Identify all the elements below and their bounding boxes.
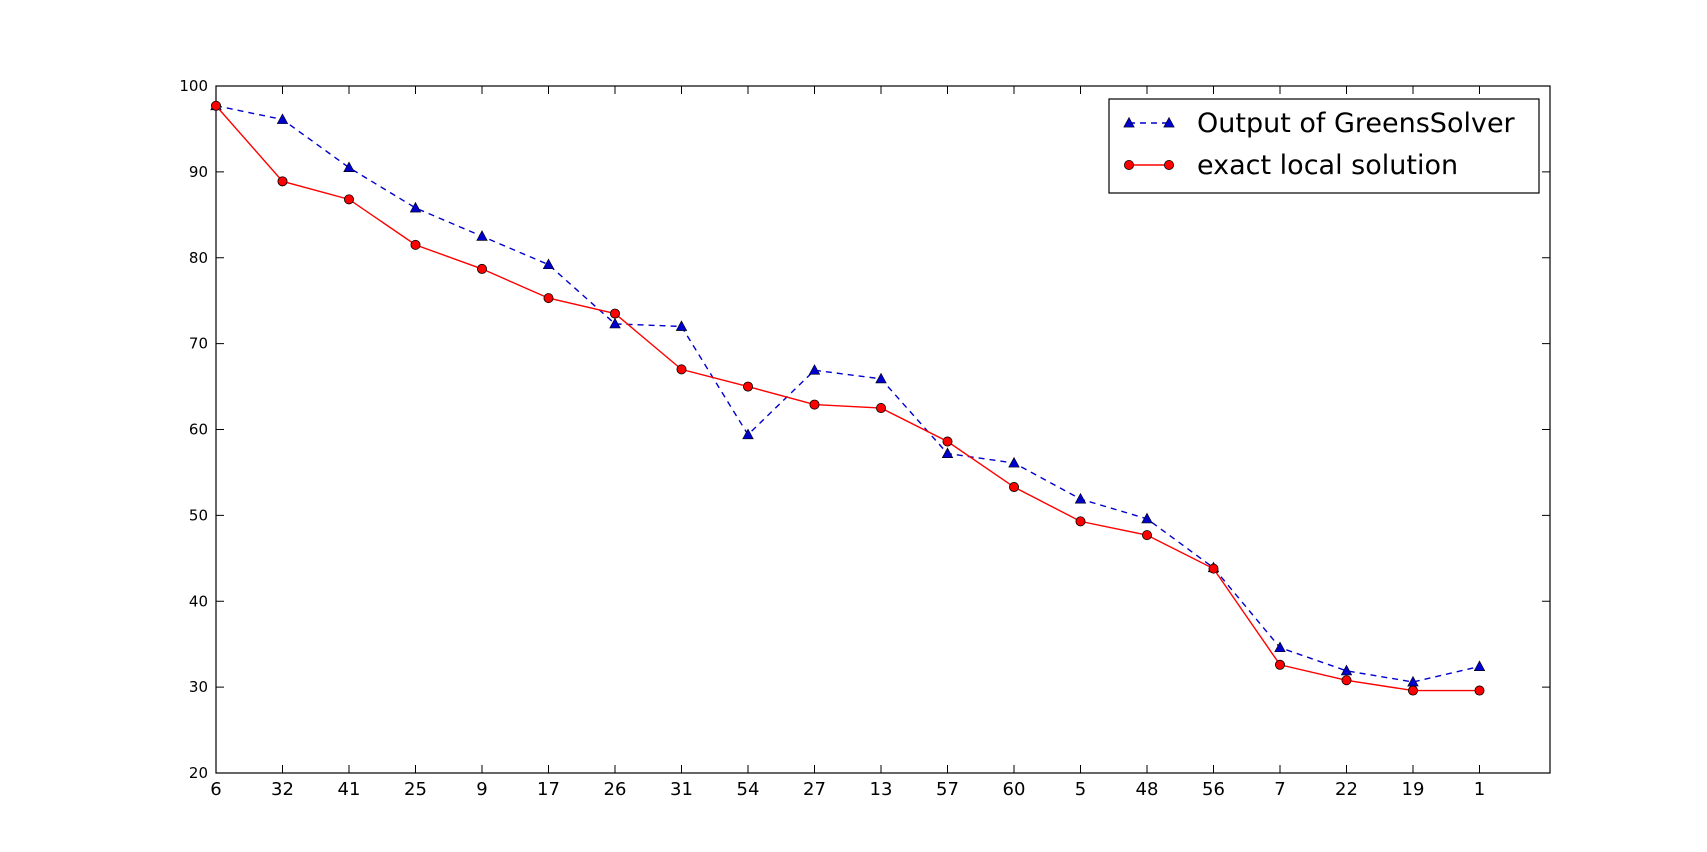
data-point-circle: [1275, 659, 1286, 670]
x-tick-label: 5: [1075, 779, 1086, 800]
data-point-circle: [809, 399, 820, 410]
legend-marker-circle: [1124, 159, 1135, 170]
data-point-circle: [1075, 516, 1086, 527]
x-tick-label: 13: [870, 779, 893, 800]
data-point-triangle: [276, 113, 289, 124]
series-layer: [210, 99, 1486, 696]
y-tick-label: 80: [189, 249, 208, 267]
x-tick-label: 7: [1274, 779, 1285, 800]
y-tick-label: 30: [189, 678, 208, 696]
x-tick-label: 25: [404, 779, 427, 800]
data-point-circle: [277, 176, 288, 187]
data-point-triangle: [542, 258, 555, 270]
data-point-triangle: [1141, 512, 1153, 524]
x-tick-label: 6: [210, 779, 221, 800]
data-point-triangle: [476, 230, 488, 241]
y-tick-label: 60: [189, 421, 208, 439]
data-point-circle: [343, 194, 354, 205]
data-point-circle: [1408, 685, 1419, 696]
x-tick-label: 41: [338, 779, 361, 800]
x-tick-label: 17: [537, 779, 560, 800]
data-point-triangle: [1008, 456, 1020, 468]
data-point-circle: [476, 263, 487, 274]
y-tick-label: 40: [189, 592, 208, 610]
data-point-circle: [1341, 675, 1352, 686]
x-tick-label: 27: [803, 779, 826, 800]
x-tick-label: 31: [670, 779, 693, 800]
data-point-circle: [743, 381, 754, 392]
data-point-circle: [1009, 482, 1020, 493]
x-tick-label: 19: [1402, 779, 1425, 800]
legend-marker-circle: [1164, 159, 1175, 170]
x-tick-label: 22: [1335, 779, 1358, 800]
data-point-triangle: [609, 317, 621, 329]
legend-box: [1108, 98, 1540, 194]
data-point-circle: [1142, 530, 1153, 541]
y-tick-label: 20: [189, 764, 208, 782]
x-tick-label: 54: [737, 779, 760, 800]
data-point-triangle: [1074, 492, 1087, 504]
x-tick-label: 48: [1136, 779, 1159, 800]
data-point-circle: [543, 293, 554, 304]
data-point-circle: [876, 403, 887, 414]
x-tick-label: 32: [271, 779, 294, 800]
y-tick-label: 90: [189, 163, 208, 181]
data-point-triangle: [343, 161, 355, 173]
y-tick-label: 50: [189, 506, 208, 524]
data-point-triangle: [941, 447, 954, 458]
data-point-circle: [942, 436, 953, 447]
legend-marker-triangle: [1123, 116, 1135, 128]
y-tick-label: 100: [179, 77, 208, 95]
x-tick-label: 9: [476, 779, 487, 800]
axis-ticks: [215, 85, 1550, 774]
series-line: [215, 105, 1480, 692]
y-tick-label: 70: [189, 335, 208, 353]
data-point-triangle: [875, 372, 887, 384]
data-point-circle: [610, 308, 621, 319]
series-greenssolver: [210, 99, 1486, 687]
data-point-triangle: [675, 320, 688, 331]
data-point-circle: [1208, 563, 1219, 574]
series-exact-solution: [210, 100, 1485, 696]
plot-frame: [215, 85, 1551, 774]
x-tick-label: 56: [1202, 779, 1225, 800]
data-point-triangle: [1473, 660, 1486, 671]
x-tick-label: 26: [604, 779, 627, 800]
data-point-triangle: [1340, 664, 1353, 676]
data-point-circle: [210, 100, 221, 111]
legend: Output of GreensSolver exact local soluti…: [1108, 98, 1540, 194]
data-point-triangle: [1274, 641, 1286, 653]
x-tick-label: 1: [1474, 779, 1485, 800]
x-tick-label: 60: [1003, 779, 1026, 800]
data-point-circle: [410, 239, 421, 250]
plot-area: [215, 85, 1551, 774]
data-point-triangle: [808, 364, 821, 375]
data-point-circle: [676, 364, 687, 375]
legend-label: Output of GreensSolver: [1197, 108, 1516, 139]
series-line: [215, 105, 1480, 683]
data-point-triangle: [409, 201, 422, 213]
x-tick-label: 57: [936, 779, 959, 800]
legend-label: exact local solution: [1197, 150, 1458, 181]
legend-marker-triangle: [1163, 116, 1175, 128]
data-point-triangle: [742, 428, 754, 440]
data-point-circle: [1474, 685, 1485, 696]
